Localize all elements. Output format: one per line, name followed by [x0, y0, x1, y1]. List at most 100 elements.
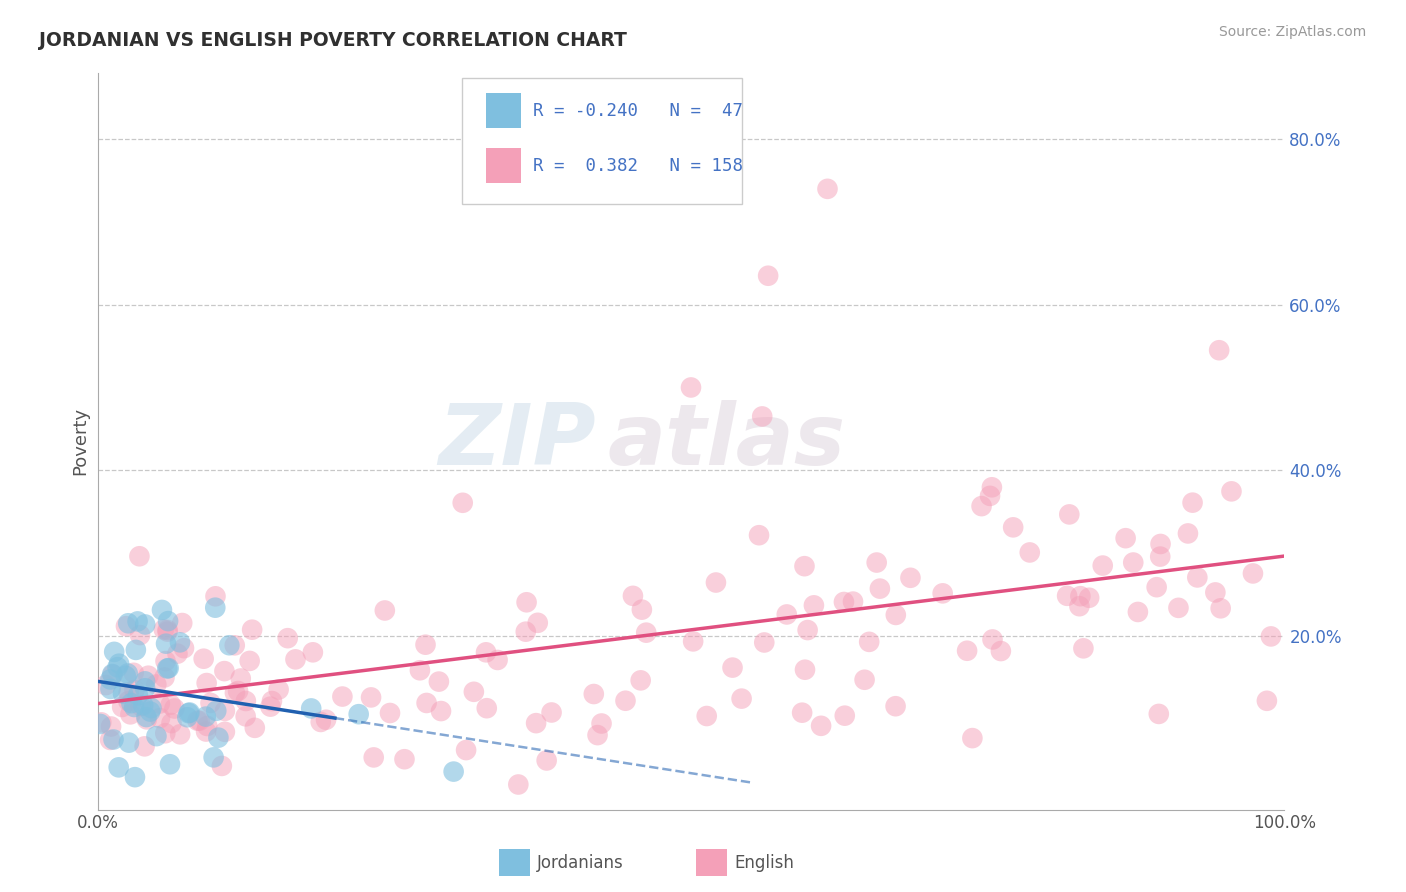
Point [451, 496, 474, 510]
Point [156, 623, 179, 637]
Point [754, 635, 776, 649]
FancyBboxPatch shape [485, 148, 522, 184]
Point [117, 616, 139, 631]
Point [155, 726, 177, 740]
Point [956, 644, 979, 658]
Text: R =  0.382   N = 158: R = 0.382 N = 158 [533, 157, 744, 175]
Point [900, 571, 922, 585]
Point [1187, 570, 1209, 584]
FancyBboxPatch shape [485, 93, 522, 128]
Point [1018, 545, 1040, 559]
Point [235, 694, 257, 708]
Point [214, 704, 236, 718]
Point [817, 182, 839, 196]
Point [834, 708, 856, 723]
Point [1204, 585, 1226, 599]
Point [156, 624, 179, 639]
Point [409, 663, 432, 677]
Point [486, 653, 509, 667]
Point [103, 732, 125, 747]
Point [200, 696, 222, 710]
Point [679, 380, 702, 394]
Point [516, 595, 538, 609]
Point [218, 638, 240, 652]
Point [360, 690, 382, 705]
Point [204, 600, 226, 615]
Point [315, 713, 337, 727]
Point [120, 707, 142, 722]
Point [195, 719, 218, 733]
Point [260, 694, 283, 708]
Point [979, 489, 1001, 503]
Point [211, 759, 233, 773]
Point [155, 654, 177, 668]
Point [792, 706, 814, 720]
Point [204, 589, 226, 603]
Point [1220, 484, 1243, 499]
Point [138, 669, 160, 683]
Point [415, 696, 437, 710]
Point [721, 660, 744, 674]
Point [226, 684, 249, 698]
Point [207, 731, 229, 745]
Point [586, 728, 609, 742]
Point [156, 661, 179, 675]
Point [150, 603, 173, 617]
Point [134, 674, 156, 689]
Point [202, 750, 225, 764]
Point [591, 716, 613, 731]
Point [129, 699, 152, 714]
Point [134, 681, 156, 696]
Point [347, 707, 370, 722]
Point [794, 663, 817, 677]
Point [475, 701, 498, 715]
Point [443, 764, 465, 779]
Point [853, 673, 876, 687]
Point [159, 698, 181, 712]
Point [524, 716, 547, 731]
Point [132, 698, 155, 713]
Point [842, 594, 865, 608]
Point [1002, 520, 1025, 534]
Point [149, 697, 172, 711]
Point [776, 607, 799, 622]
Point [515, 624, 537, 639]
Point [536, 754, 558, 768]
Point [195, 676, 218, 690]
Point [463, 685, 485, 699]
Point [990, 644, 1012, 658]
Point [454, 743, 477, 757]
Point [177, 706, 200, 721]
Point [124, 683, 146, 698]
Point [793, 559, 815, 574]
Point [309, 714, 332, 729]
Point [299, 701, 322, 715]
Point [682, 634, 704, 648]
Text: atlas: atlas [607, 400, 846, 483]
Point [884, 607, 907, 622]
Point [169, 727, 191, 741]
Text: English: English [734, 855, 794, 872]
Point [866, 556, 889, 570]
Point [94, 678, 117, 692]
Point [172, 615, 194, 630]
Point [98, 673, 121, 687]
Point [173, 641, 195, 656]
Point [259, 699, 281, 714]
Point [122, 700, 145, 714]
Point [1078, 591, 1101, 605]
Y-axis label: Poverty: Poverty [72, 407, 89, 475]
Point [1241, 566, 1264, 581]
Point [1181, 496, 1204, 510]
Point [1069, 589, 1091, 603]
Point [1073, 641, 1095, 656]
Point [127, 615, 149, 629]
Point [155, 637, 177, 651]
Text: R = -0.240   N =  47: R = -0.240 N = 47 [533, 102, 744, 120]
Text: Jordanians: Jordanians [537, 855, 624, 872]
Point [101, 667, 124, 681]
Point [970, 499, 993, 513]
Point [100, 719, 122, 733]
Point [621, 589, 644, 603]
Point [582, 687, 605, 701]
